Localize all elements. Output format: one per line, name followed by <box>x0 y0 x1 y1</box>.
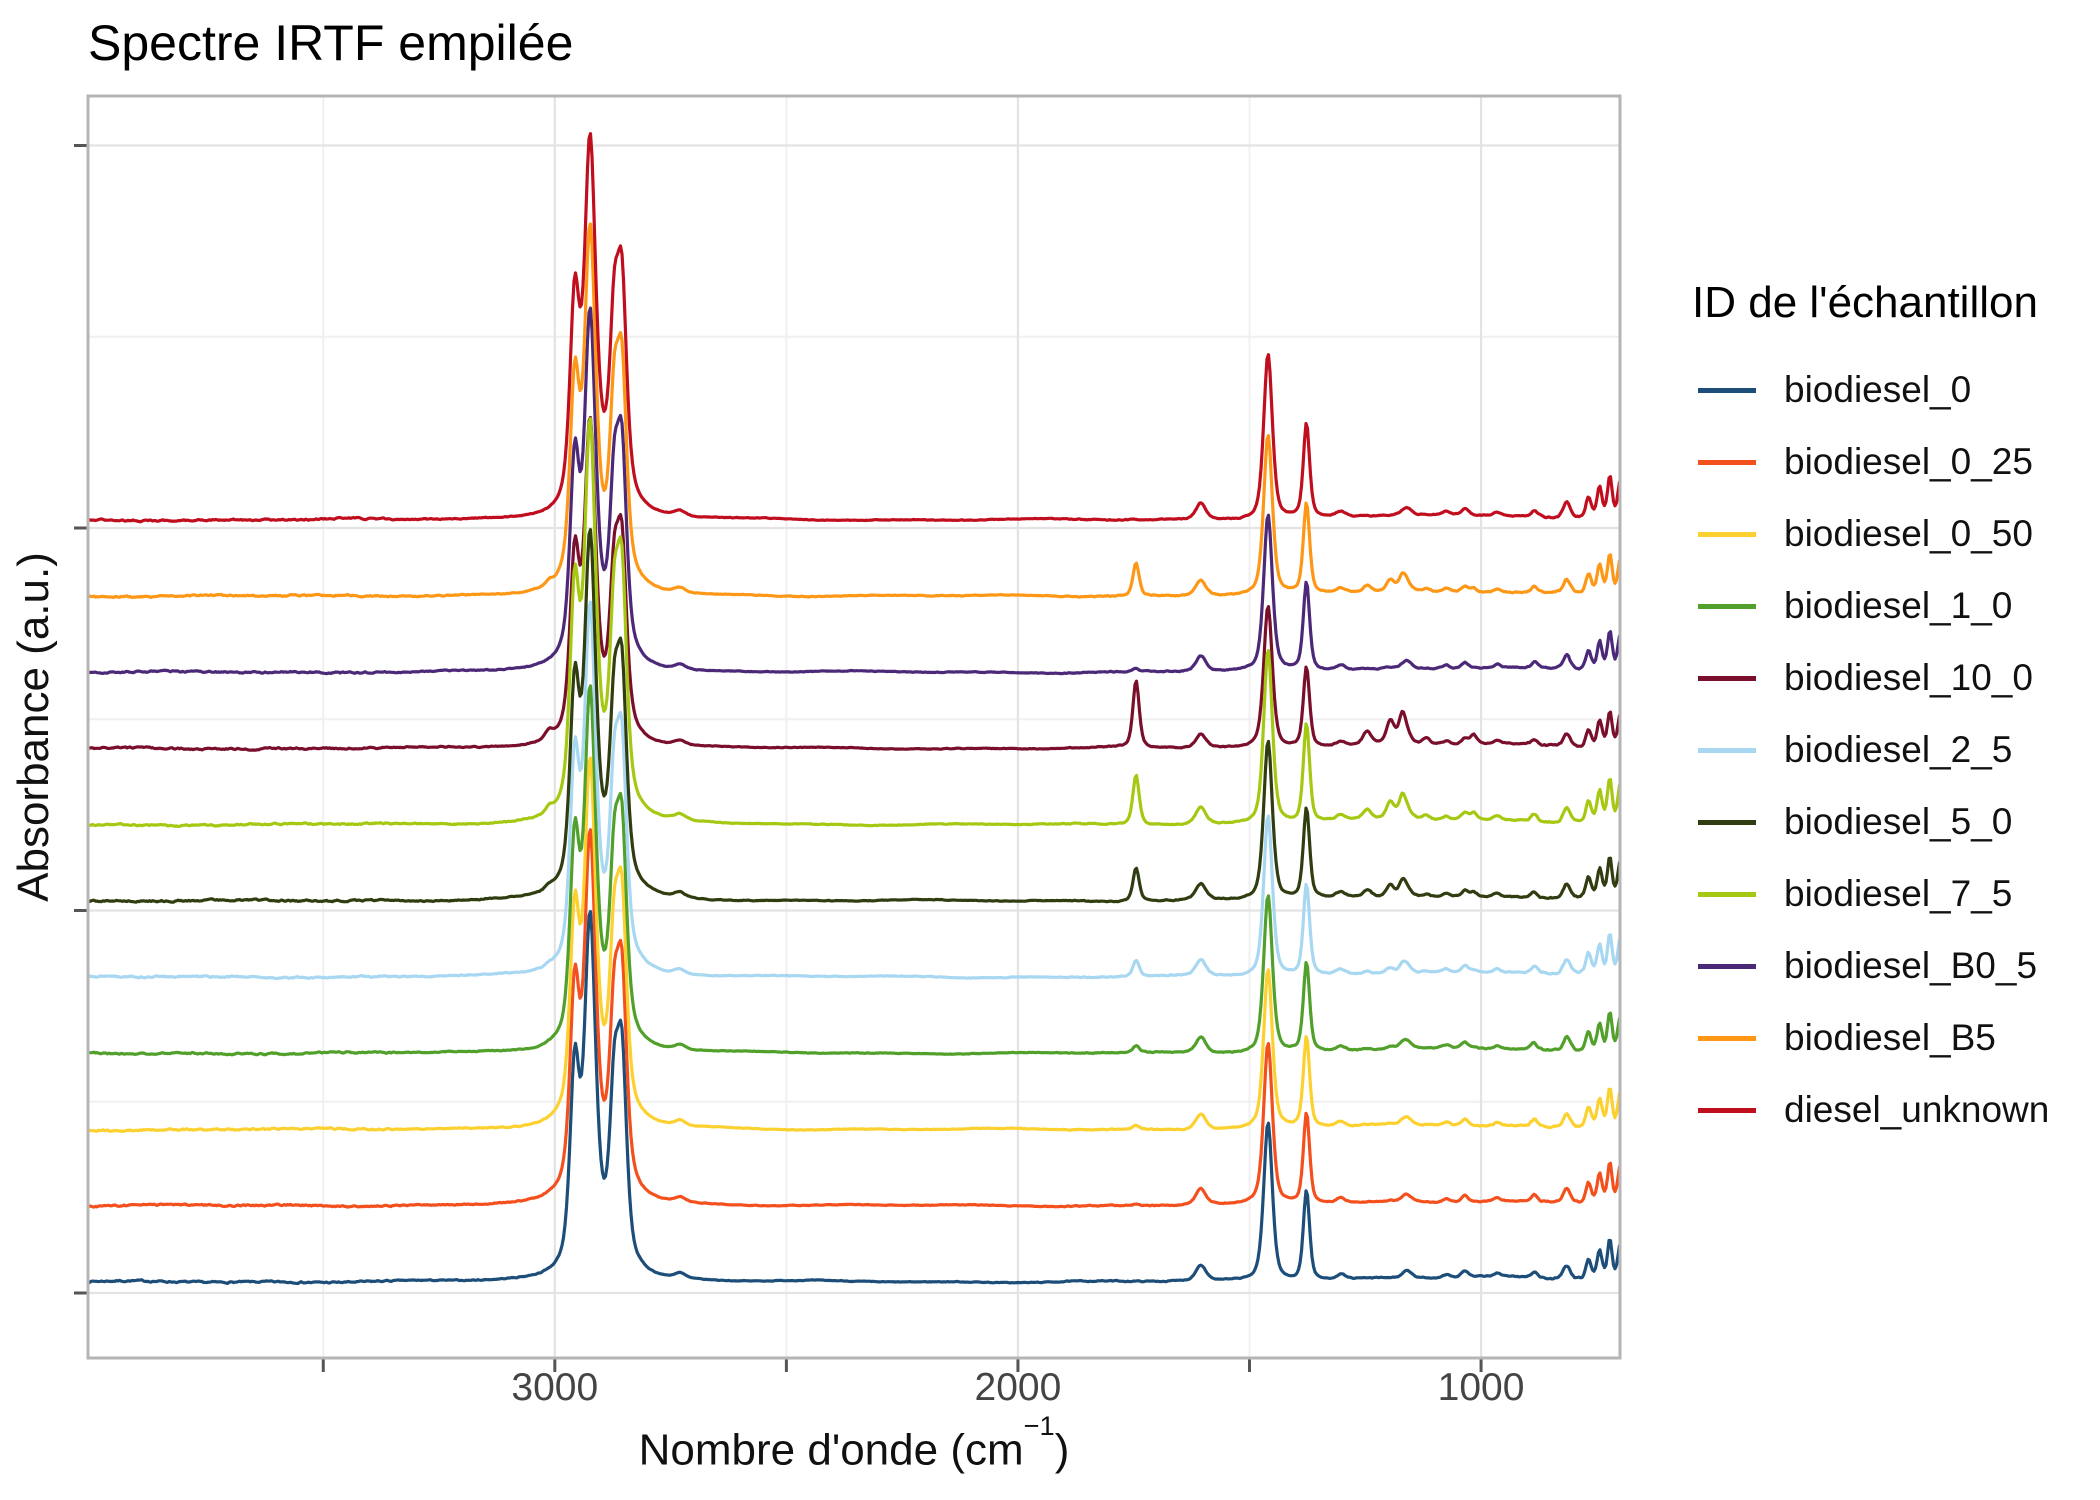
x-axis-title-text: Nombre d'onde (cm <box>638 1425 1024 1475</box>
spectrum-trace-biodiesel_10_0 <box>88 415 1620 752</box>
spectrum-trace-biodiesel_0 <box>88 910 1620 1286</box>
legend-item-label: diesel_unknown <box>1784 1089 2050 1130</box>
spectrum-trace-biodiesel_B5 <box>88 222 1620 600</box>
legend-line-swatch <box>1698 603 1756 609</box>
legend: ID de l'échantillon biodiesel_0 biodiesel… <box>1692 278 2049 1146</box>
legend-item-label: biodiesel_7_5 <box>1784 873 2013 914</box>
legend-line-swatch <box>1698 675 1756 681</box>
legend-item-label: biodiesel_B0_5 <box>1784 945 2038 986</box>
legend-item-biodiesel_0_25: biodiesel_0_25 <box>1692 426 2049 498</box>
spectrum-trace-biodiesel_1_0 <box>88 684 1620 1057</box>
legend-item-label: biodiesel_5_0 <box>1784 801 2013 842</box>
spectrum-trace-biodiesel_B0_5 <box>88 306 1620 676</box>
plot-panel-border <box>86 94 1622 1360</box>
x-tick-label: 2000 <box>974 1366 1062 1409</box>
legend-item-biodiesel_B5: biodiesel_B5 <box>1692 1002 2049 1074</box>
legend-item-biodiesel_0: biodiesel_0 <box>1692 354 2049 426</box>
legend-item-label: biodiesel_2_5 <box>1784 729 2013 770</box>
legend-item-label: biodiesel_0_25 <box>1784 441 2033 482</box>
legend-item-biodiesel_5_0: biodiesel_5_0 <box>1692 786 2049 858</box>
legend-item-biodiesel_7_5: biodiesel_7_5 <box>1692 858 2049 930</box>
spectra-traces <box>88 132 1620 1286</box>
spectrum-trace-biodiesel_2_5 <box>88 600 1620 981</box>
legend-item-biodiesel_10_0: biodiesel_10_0 <box>1692 642 2049 714</box>
legend-line-swatch <box>1698 1035 1756 1041</box>
spectrum-trace-biodiesel_0_50 <box>88 756 1620 1133</box>
legend-line-swatch <box>1698 963 1756 969</box>
spectrum-trace-biodiesel_0_25 <box>88 828 1620 1209</box>
legend-line-swatch <box>1698 1107 1756 1113</box>
x-axis-title-superscript: −1 <box>1023 1410 1055 1442</box>
legend-item-diesel_unknown: diesel_unknown <box>1692 1074 2049 1146</box>
spectrum-trace-biodiesel_7_5 <box>88 417 1620 829</box>
legend-line-swatch <box>1698 531 1756 537</box>
legend-item-label: biodiesel_1_0 <box>1784 585 2013 626</box>
x-tick-label: 1000 <box>1437 1366 1525 1409</box>
legend-item-biodiesel_0_50: biodiesel_0_50 <box>1692 498 2049 570</box>
x-axis-title-close: ) <box>1054 1425 1070 1475</box>
legend-line-swatch <box>1698 819 1756 825</box>
legend-item-biodiesel_B0_5: biodiesel_B0_5 <box>1692 930 2049 1002</box>
legend-item-label: biodiesel_0 <box>1784 369 1972 410</box>
legend-item-label: biodiesel_10_0 <box>1784 657 2033 698</box>
spectrum-trace-biodiesel_5_0 <box>88 528 1620 904</box>
x-axis-title: Nombre d'onde (cm−1) <box>638 1410 1070 1476</box>
y-axis-title: Absorbance (a.u.) <box>9 552 58 902</box>
legend-item-label: biodiesel_0_50 <box>1784 513 2033 554</box>
legend-line-swatch <box>1698 459 1756 465</box>
legend-line-swatch <box>1698 747 1756 753</box>
chart-title: Spectre IRTF empilée <box>88 15 574 71</box>
spectrum-trace-diesel_unknown <box>88 132 1620 524</box>
legend-item-label: biodiesel_B5 <box>1784 1017 1996 1058</box>
x-tick-label: 3000 <box>511 1366 599 1409</box>
legend-line-swatch <box>1698 891 1756 897</box>
legend-item-biodiesel_1_0: biodiesel_1_0 <box>1692 570 2049 642</box>
legend-item-biodiesel_2_5: biodiesel_2_5 <box>1692 714 2049 786</box>
legend-line-swatch <box>1698 387 1756 393</box>
legend-title: ID de l'échantillon <box>1692 278 2038 327</box>
